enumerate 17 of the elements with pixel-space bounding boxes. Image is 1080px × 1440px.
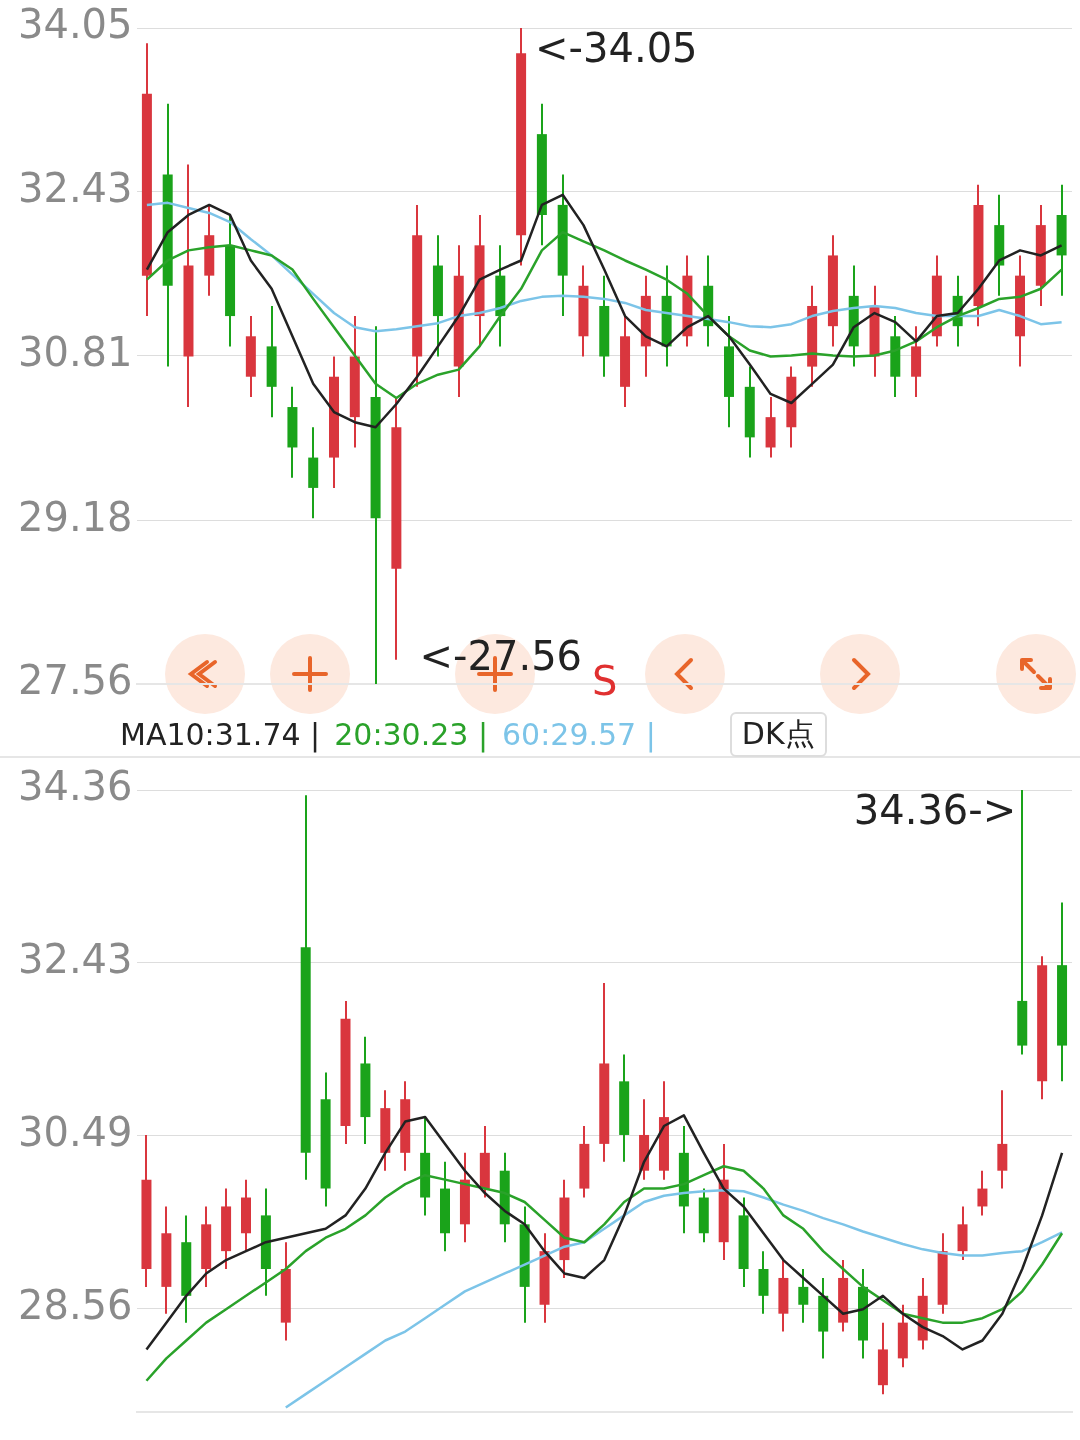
- y-tick-label: 29.18: [18, 493, 133, 540]
- y-tick-label: 30.49: [18, 1109, 133, 1156]
- y-tick-label: 32.43: [18, 935, 133, 982]
- y-tick-label: 34.05: [18, 1, 133, 48]
- annotation: <-34.05: [535, 25, 698, 72]
- text: DK点: [729, 711, 827, 757]
- text: MA10:31.74 |: [120, 716, 321, 752]
- y-tick-label: 27.56: [18, 657, 133, 704]
- text: 60:29.57 |: [502, 716, 656, 752]
- y-tick-label: 28.56: [18, 1281, 133, 1328]
- y-tick-label: 30.81: [18, 328, 133, 375]
- annotation: S: [592, 658, 618, 704]
- annotation: <-27.56: [419, 633, 583, 680]
- y-tick-label: 32.43: [18, 165, 133, 212]
- text: 20:30.23 |: [334, 716, 489, 752]
- annotation: 34.36->: [853, 787, 1017, 834]
- y-tick-label: 34.36: [18, 763, 133, 810]
